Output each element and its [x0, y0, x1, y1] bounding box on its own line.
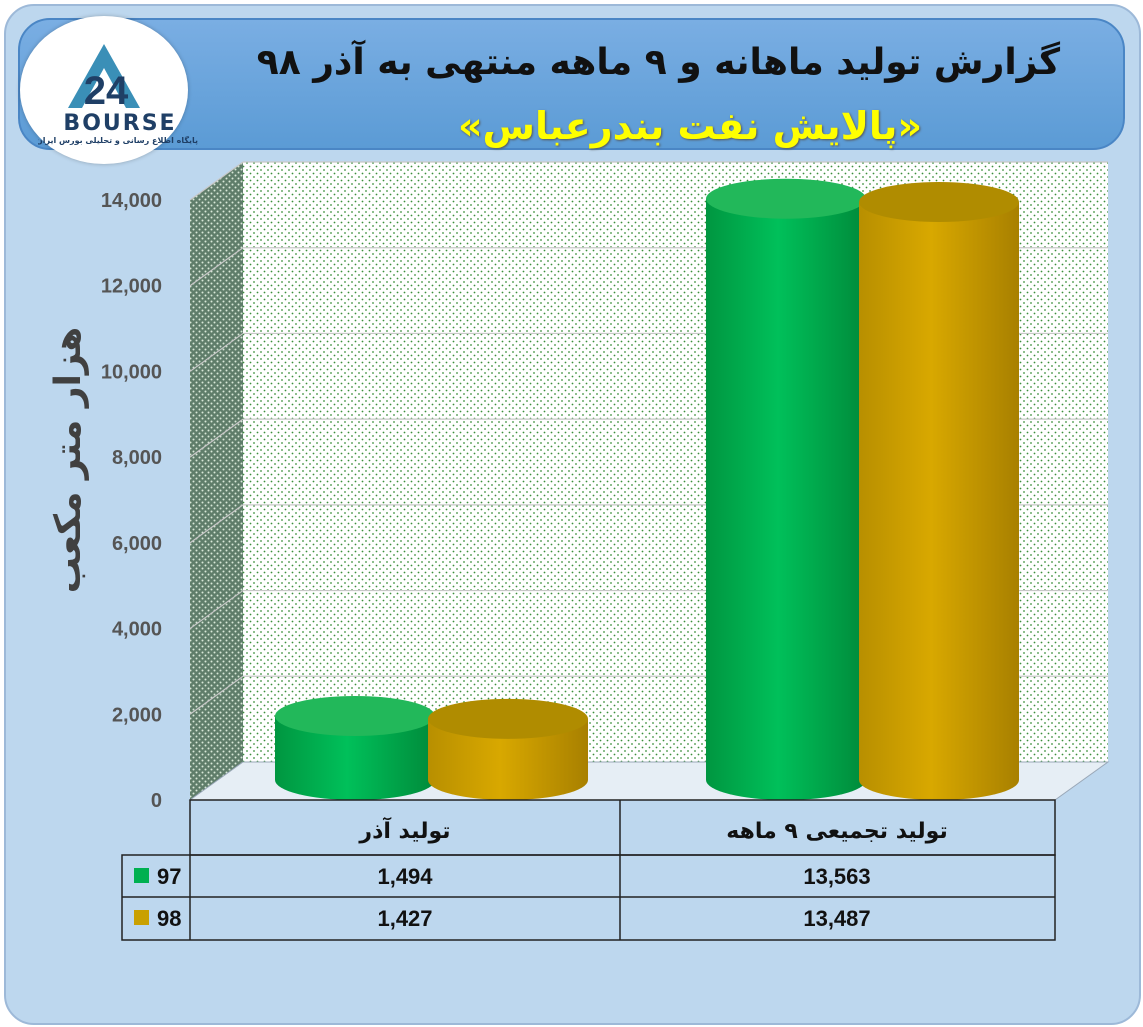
- y-tick-label-7: 14,000: [101, 190, 162, 212]
- data-table: تولید آذر تولید تجمیعی ۹ ماهه 97 98 1,49…: [121, 799, 1056, 941]
- gridline-side-6: [189, 247, 244, 287]
- chart-title: گزارش تولید ماهانه و ۹ ماهه منتهی به آذر…: [256, 42, 1060, 83]
- chart-subtitle: «پالایش نفت بندرعباس»: [458, 104, 922, 148]
- y-tick-label-5: 10,000: [101, 361, 162, 383]
- bar-98-0: [428, 698, 588, 800]
- bar-body-97-1: [706, 198, 866, 800]
- y-axis-label: هزار متر مکعب: [48, 327, 89, 594]
- category-label-9month: تولید تجمیعی ۹ ماهه: [726, 819, 947, 844]
- logo-word: BOURSE: [63, 111, 177, 136]
- bar-top-98-0: [428, 698, 588, 739]
- category-label-azar: تولید آذر: [358, 816, 450, 844]
- legend-label-97: 97: [157, 864, 181, 889]
- y-tick-label-1: 2,000: [112, 704, 162, 726]
- gridline-side-2: [189, 590, 244, 630]
- cell-98-azar: 1,427: [377, 906, 432, 931]
- bars: [275, 178, 1019, 800]
- bar-top-98-1: [859, 181, 1019, 222]
- cell-98-9month: 13,487: [803, 906, 870, 931]
- y-axis-tick-labels: 0 2,000 4,000 6,000 8,000 10,000 12,000 14,000: [101, 190, 162, 812]
- cell-97-9month: 13,563: [803, 864, 870, 889]
- bar-body-97-0: [275, 715, 435, 800]
- gridline-side-5: [189, 332, 244, 372]
- legend-label-98: 98: [157, 906, 181, 931]
- gridline-side-1: [189, 675, 244, 715]
- bourse24-logo: 24 BOURSE پایگاه اطلاع رسانی و تحلیلی بو…: [20, 16, 198, 164]
- y-tick-label-3: 6,000: [112, 533, 162, 555]
- gridline-side-7: [189, 161, 244, 201]
- cell-97-azar: 1,494: [377, 864, 433, 889]
- legend-swatch-98: [134, 910, 149, 925]
- gridline-side-3: [189, 504, 244, 544]
- bar-97-1: [706, 178, 866, 800]
- bar-body-98-1: [859, 201, 1019, 800]
- logo-numeral: 24: [84, 69, 129, 113]
- bar-98-1: [859, 181, 1019, 800]
- legend-swatch-97: [134, 868, 149, 883]
- bar-body-98-0: [428, 718, 588, 800]
- logo-mark-icon: 24: [68, 44, 140, 113]
- logo-tagline: پایگاه اطلاع رسانی و تحلیلی بورس ایران: [38, 136, 198, 145]
- gridline-side-4: [189, 418, 244, 458]
- y-tick-label-2: 4,000: [112, 619, 162, 641]
- bar-top-97-1: [706, 178, 866, 219]
- y-tick-label-4: 8,000: [112, 447, 162, 469]
- y-tick-label-0: 0: [151, 790, 162, 812]
- bar-97-0: [275, 695, 435, 800]
- bar-top-97-0: [275, 695, 435, 736]
- title-banner: گزارش تولید ماهانه و ۹ ماهه منتهی به آذر…: [18, 18, 1125, 150]
- y-tick-label-6: 12,000: [101, 276, 162, 298]
